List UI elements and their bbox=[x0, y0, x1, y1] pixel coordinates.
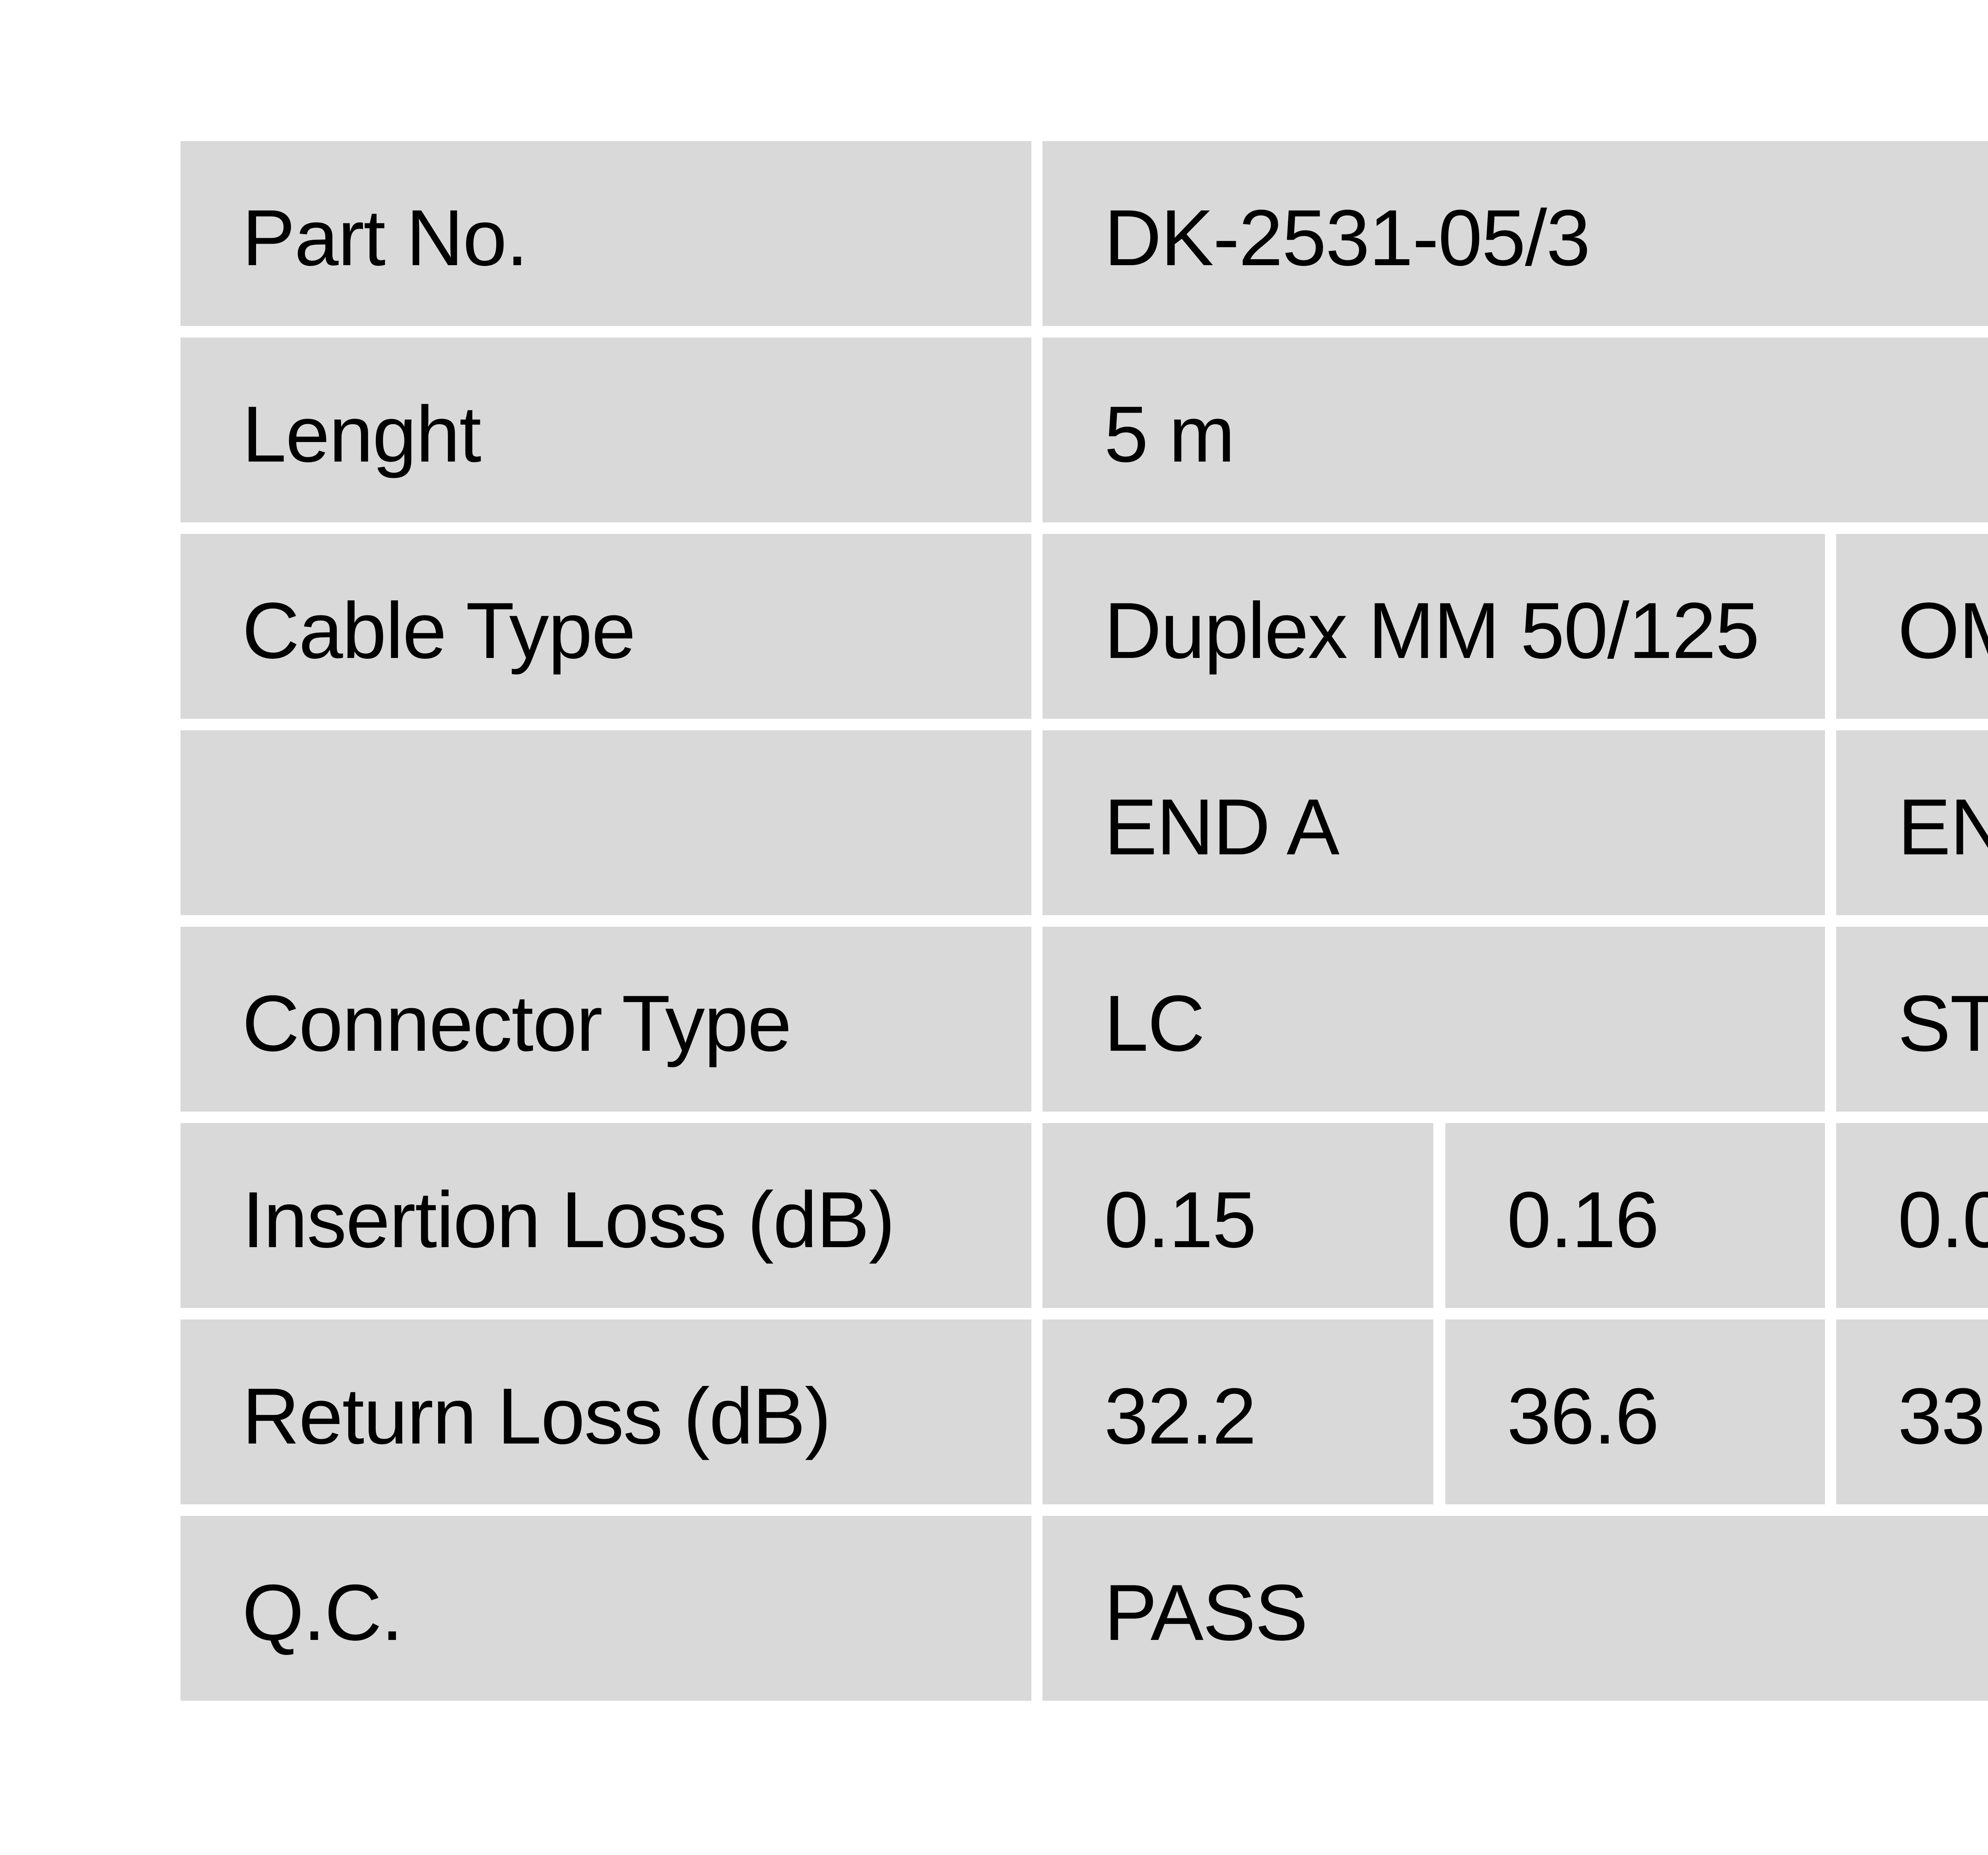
cell-lenght-value: 5 m bbox=[1043, 338, 1988, 522]
cell-cable-type-right: OM3 LSZH bbox=[1836, 534, 1988, 719]
row-label-ends-empty bbox=[181, 730, 1031, 915]
cell-end-a-header: END A bbox=[1043, 730, 1825, 915]
cell-insertion-loss-end-a-1: 0.15 bbox=[1043, 1123, 1433, 1308]
cell-return-loss-end-a-1: 32.2 bbox=[1043, 1319, 1433, 1504]
row-label-connector-type: Connector Type bbox=[181, 927, 1031, 1112]
cell-cable-type-left: Duplex MM 50/125 bbox=[1043, 534, 1825, 719]
cell-connector-type-end-a: LC bbox=[1043, 927, 1825, 1112]
row-label-lenght: Lenght bbox=[181, 338, 1031, 522]
cell-insertion-loss-end-b-1: 0.06 bbox=[1836, 1123, 1988, 1308]
qc-spec-table: Part No. DK-2531-05/3 Lenght 5 m Cable T… bbox=[181, 141, 1988, 1701]
cell-part-no-value: DK-2531-05/3 bbox=[1043, 141, 1988, 326]
row-label-insertion-loss: Insertion Loss (dB) bbox=[181, 1123, 1031, 1308]
cell-return-loss-end-a-2: 36.6 bbox=[1445, 1319, 1825, 1504]
row-label-cable-type: Cable Type bbox=[181, 534, 1031, 719]
cell-insertion-loss-end-a-2: 0.16 bbox=[1445, 1123, 1825, 1308]
cell-qc-result: PASS bbox=[1043, 1516, 1988, 1701]
cell-end-b-header: END B bbox=[1836, 730, 1988, 915]
cell-connector-type-end-b: ST bbox=[1836, 927, 1988, 1112]
cell-return-loss-end-b-1: 33.6 bbox=[1836, 1319, 1988, 1504]
row-label-return-loss: Return Loss (dB) bbox=[181, 1319, 1031, 1504]
row-label-qc: Q.C. bbox=[181, 1516, 1031, 1701]
row-label-part-no: Part No. bbox=[181, 141, 1031, 326]
